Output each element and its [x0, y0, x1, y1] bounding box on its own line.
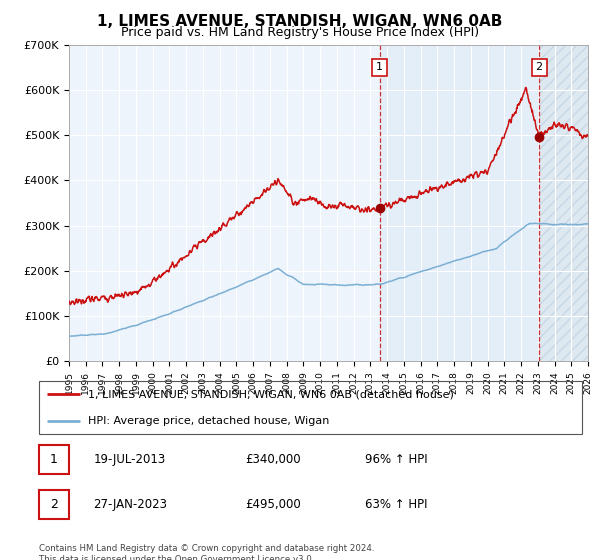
Text: 27-JAN-2023: 27-JAN-2023 [94, 498, 167, 511]
Text: 19-JUL-2013: 19-JUL-2013 [94, 453, 166, 466]
FancyBboxPatch shape [39, 489, 69, 519]
Text: Price paid vs. HM Land Registry's House Price Index (HPI): Price paid vs. HM Land Registry's House … [121, 26, 479, 39]
Text: 96% ↑ HPI: 96% ↑ HPI [365, 453, 427, 466]
FancyBboxPatch shape [39, 445, 69, 474]
Text: 2: 2 [50, 498, 58, 511]
Text: 2: 2 [536, 62, 542, 72]
Text: Contains HM Land Registry data © Crown copyright and database right 2024.
This d: Contains HM Land Registry data © Crown c… [39, 544, 374, 560]
Text: 1: 1 [376, 62, 383, 72]
Text: 1, LIMES AVENUE, STANDISH, WIGAN, WN6 0AB (detached house): 1, LIMES AVENUE, STANDISH, WIGAN, WN6 0A… [88, 389, 454, 399]
Text: £340,000: £340,000 [245, 453, 301, 466]
Bar [380, 45, 539, 361]
Text: 1: 1 [50, 453, 58, 466]
Text: £495,000: £495,000 [245, 498, 301, 511]
Bar [539, 45, 588, 361]
Text: HPI: Average price, detached house, Wigan: HPI: Average price, detached house, Wiga… [88, 416, 329, 426]
Text: 1, LIMES AVENUE, STANDISH, WIGAN, WN6 0AB: 1, LIMES AVENUE, STANDISH, WIGAN, WN6 0A… [97, 14, 503, 29]
Text: 63% ↑ HPI: 63% ↑ HPI [365, 498, 427, 511]
